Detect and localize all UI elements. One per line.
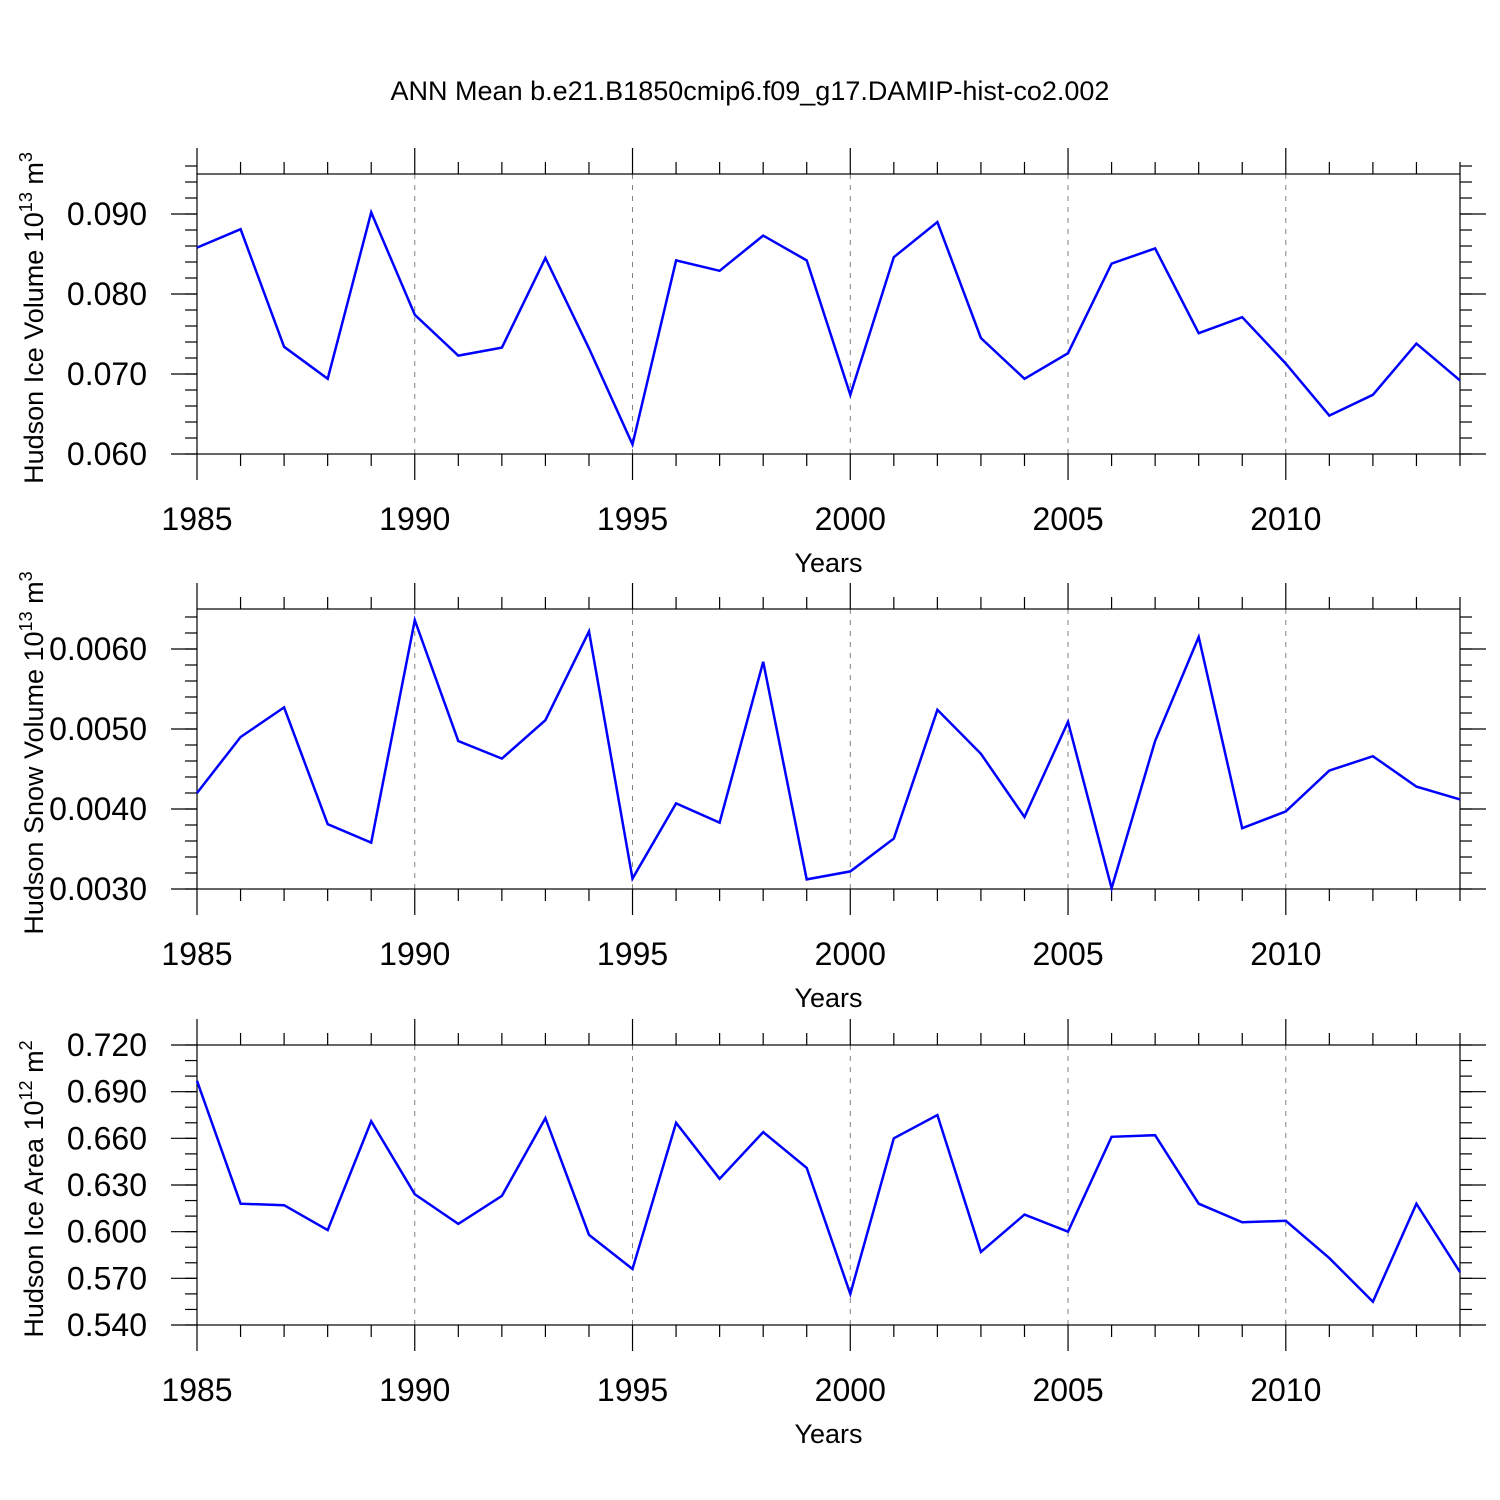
x-tick-label: 2010 [1250, 936, 1321, 972]
y-tick-label: 0.630 [67, 1167, 147, 1203]
x-tick-label: 2005 [1032, 501, 1103, 537]
x-tick-label: 1985 [161, 1372, 232, 1408]
x-tick-label: 2010 [1250, 1372, 1321, 1408]
y-axis-label-part: 3 [16, 152, 36, 162]
panel-3: 1985 1990 1995 2000 2005 2010 0.540 0.570 0.600 0… [16, 1019, 1486, 1449]
y-axis-label-part: 13 [16, 192, 36, 212]
y-tick-label: 0.0040 [49, 791, 147, 827]
y-tick-label: 0.070 [67, 356, 147, 392]
x-tick-label: 2000 [815, 501, 886, 537]
y-tick-label: 0.080 [67, 276, 147, 312]
y-tick-label: 0.0060 [49, 631, 147, 667]
x-tick-label: 2005 [1032, 1372, 1103, 1408]
plot-frame [196, 173, 1461, 455]
y-axis-label-part: m [19, 162, 49, 185]
x-tick-label: 1995 [597, 936, 668, 972]
plot-frame [196, 608, 1461, 890]
x-tick-label: 1995 [597, 1372, 668, 1408]
y-axis-label-part: 2 [16, 1040, 36, 1050]
y-axis-label-part: Hudson Snow Volume 10 [19, 631, 49, 934]
y-tick-label: 0.090 [67, 196, 147, 232]
y-tick-label: 0.060 [67, 436, 147, 472]
y-axis-label-part: Hudson Ice Volume 10 [19, 212, 49, 484]
series-line [196, 208, 1461, 449]
y-axis-label-part: 12 [16, 1080, 36, 1100]
x-tick-label: 1990 [379, 1372, 450, 1408]
chart-title: ANN Mean b.e21.B1850cmip6.f09_g17.DAMIP-… [391, 76, 1110, 106]
y-tick-label: 0.600 [67, 1214, 147, 1250]
panel-1: 1985 1990 1995 2000 2005 2010 0.060 0.070 0.080 0… [16, 148, 1486, 578]
y-axis-label: Hudson Ice Volume 1013 m3 [16, 152, 49, 484]
series-line [195, 1080, 1462, 1304]
x-tick-label: 2010 [1250, 501, 1321, 537]
y-axis-label-part: 13 [16, 611, 36, 631]
x-tick-label: 2005 [1032, 936, 1103, 972]
y-axis-label: Hudson Ice Area 1012 m2 [16, 1040, 49, 1337]
series-line [196, 615, 1461, 893]
x-axis-label: Years [794, 1419, 862, 1449]
y-tick-label: 0.540 [67, 1307, 147, 1343]
x-tick-label: 1985 [161, 501, 232, 537]
y-axis-label: Hudson Snow Volume 1013 m3 [16, 571, 49, 934]
x-tick-label: 1995 [597, 501, 668, 537]
x-axis-label: Years [794, 548, 862, 578]
y-tick-label: 0.570 [67, 1260, 147, 1296]
x-tick-label: 2000 [815, 936, 886, 972]
y-axis-label-part: Hudson Ice Area 10 [19, 1100, 49, 1337]
y-tick-label: 0.0050 [49, 711, 147, 747]
y-axis-label-part: m [19, 1050, 49, 1073]
y-tick-label: 0.690 [67, 1074, 147, 1110]
y-axis-label-part: 3 [16, 571, 36, 581]
y-tick-label: 0.660 [67, 1120, 147, 1156]
y-tick-label: 0.720 [67, 1027, 147, 1063]
x-tick-label: 1990 [379, 501, 450, 537]
y-tick-label: 0.0030 [49, 871, 147, 907]
y-axis-label-part: m [19, 581, 49, 604]
x-tick-label: 1990 [379, 936, 450, 972]
x-axis-label: Years [794, 983, 862, 1013]
x-tick-label: 1985 [161, 936, 232, 972]
x-tick-label: 2000 [815, 1372, 886, 1408]
panel-2: 1985 1990 1995 2000 2005 2010 0.0030 0.0040 0.00… [16, 571, 1486, 1013]
